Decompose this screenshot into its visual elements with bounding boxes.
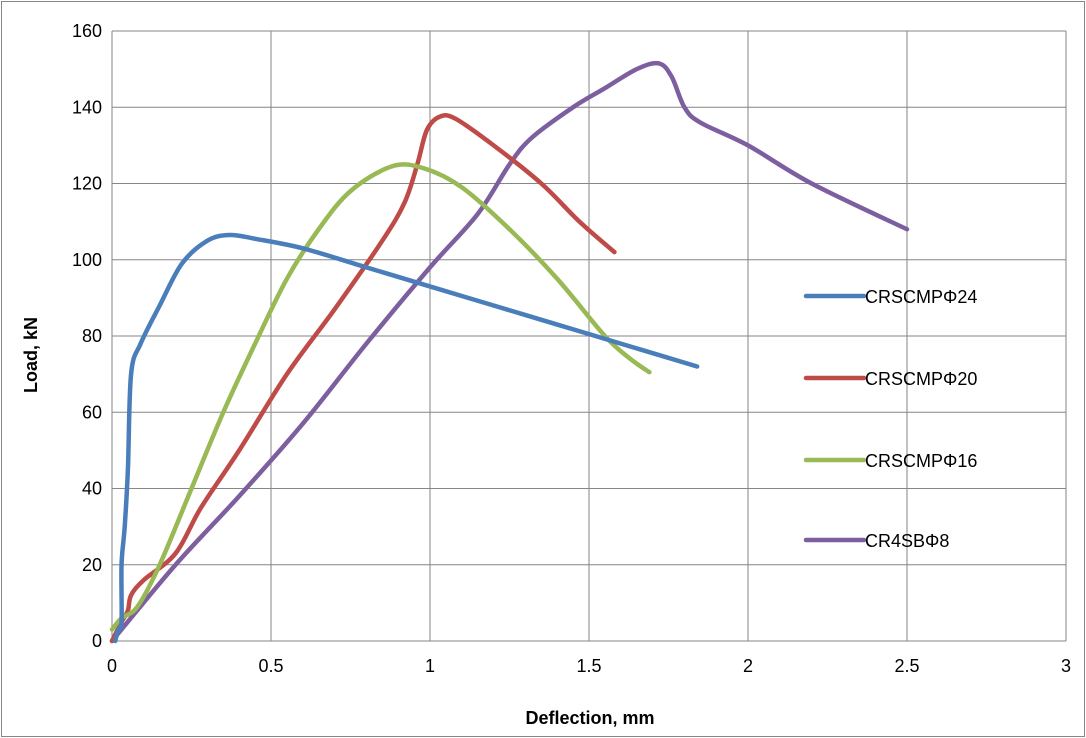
y-axis-title: Load, kN [21, 317, 41, 393]
y-tick-label: 100 [72, 250, 102, 270]
legend-label-1: CRSCMPΦ20 [865, 369, 977, 389]
x-tick-label: 2.5 [894, 656, 919, 676]
x-tick-label: 0.5 [258, 656, 283, 676]
y-tick-label: 160 [72, 21, 102, 41]
x-axis-title: Deflection, mm [525, 708, 654, 728]
y-tick-label: 140 [72, 97, 102, 117]
series-line-3 [109, 60, 910, 644]
series-line-0 [112, 232, 700, 644]
series-line-2 [109, 162, 652, 632]
x-tick-label: 0 [107, 656, 117, 676]
y-axis-ticks: 0 20 40 60 80 100 120 140 160 [72, 21, 102, 651]
legend-label-3: CR4SBΦ8 [865, 531, 949, 551]
grid [111, 30, 1067, 642]
y-tick-label: 80 [82, 326, 102, 346]
legend-label-2: CRSCMPΦ16 [865, 451, 977, 471]
x-tick-label: 1.5 [576, 656, 601, 676]
x-tick-label: 3 [1061, 656, 1071, 676]
x-tick-label: 1 [425, 656, 435, 676]
y-tick-label: 0 [92, 631, 102, 651]
y-tick-label: 120 [72, 174, 102, 194]
y-tick-label: 20 [82, 555, 102, 575]
series-line-1 [109, 112, 617, 644]
series-layer [109, 60, 910, 644]
legend: CRSCMPΦ24 CRSCMPΦ20 CRSCMPΦ16 CR4SBΦ8 [803, 287, 977, 551]
x-axis-ticks: 0 0.5 1 1.5 2 2.5 3 [107, 656, 1071, 676]
y-tick-label: 60 [82, 402, 102, 422]
x-tick-label: 2 [743, 656, 753, 676]
y-tick-label: 40 [82, 479, 102, 499]
legend-label-0: CRSCMPΦ24 [865, 287, 977, 307]
